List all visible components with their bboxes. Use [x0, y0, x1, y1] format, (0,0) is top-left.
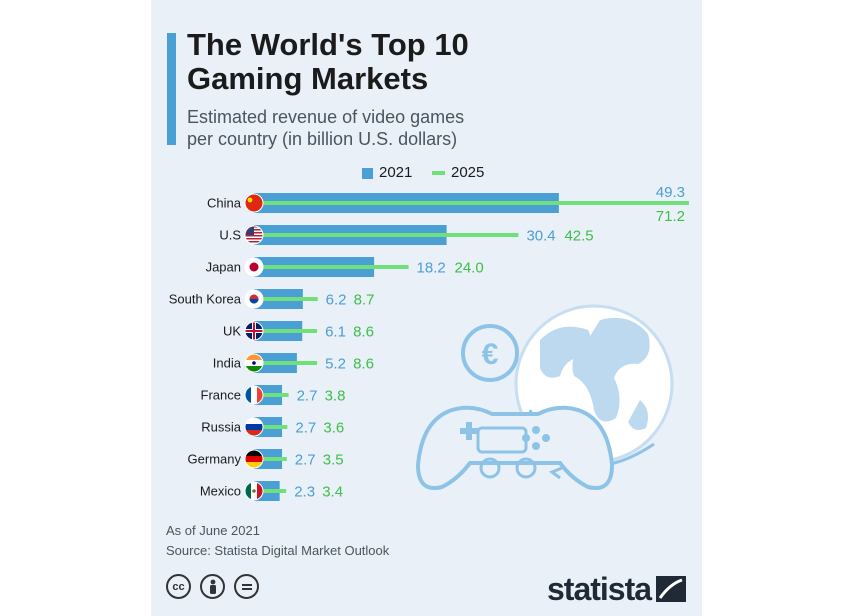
category-label: Mexico: [200, 484, 241, 499]
title-accent-bar: [167, 33, 176, 145]
value-label-2021: 2.7: [297, 388, 318, 405]
chart-title: The World's Top 10 Gaming Markets: [187, 27, 469, 96]
uk-flag-icon: [244, 321, 264, 341]
game-controller-icon: [415, 405, 615, 490]
china-flag-icon: [244, 193, 264, 213]
value-label-2021: 6.1: [325, 324, 346, 341]
value-label-2021: 18.2: [417, 260, 446, 277]
category-label: China: [207, 196, 242, 211]
euro-coin-icon: €: [461, 324, 519, 382]
category-label: South Korea: [169, 292, 242, 307]
legend-swatch-2021: [362, 167, 373, 179]
statista-logo[interactable]: statista: [547, 571, 652, 607]
value-label-2025: 71.2: [656, 208, 685, 225]
germany-flag-icon: [244, 449, 264, 469]
category-label: India: [213, 356, 242, 371]
category-label: Germany: [188, 452, 242, 467]
value-label-2025: 24.0: [455, 260, 484, 277]
footer-notes: As of June 2021 Source: Statista Digital…: [166, 521, 389, 561]
value-label-2025: 3.4: [322, 484, 343, 501]
category-label: Japan: [206, 260, 241, 275]
value-label-2025: 8.6: [353, 356, 374, 373]
line-2025: [254, 393, 289, 397]
line-2025: [254, 489, 287, 493]
france-flag-icon: [244, 385, 264, 405]
value-label-2021: 30.4: [526, 228, 555, 245]
value-label-2021: 2.3: [294, 484, 315, 501]
line-2025: [254, 201, 689, 205]
value-label-2021: 2.7: [295, 452, 316, 469]
chart-subtitle: Estimated revenue of video games per cou…: [187, 107, 465, 149]
legend-item-2021: 2021: [362, 164, 412, 181]
category-label: France: [201, 388, 241, 403]
mexico-flag-icon: [244, 481, 264, 501]
legend-label-2021: 2021: [379, 164, 413, 181]
cc-icon: cc: [166, 574, 191, 599]
south-korea-flag-icon: [244, 289, 264, 309]
gaming-illustration: €: [415, 304, 674, 490]
line-2025: [254, 297, 318, 301]
value-label-2021: 2.7: [295, 420, 316, 437]
category-label: UK: [223, 324, 241, 339]
category-label: Russia: [201, 420, 242, 435]
line-2025: [254, 425, 288, 429]
value-label-2025: 3.5: [323, 452, 344, 469]
source-note: Source: Statista Digital Market Outlook: [166, 543, 390, 558]
line-2025: [254, 233, 519, 237]
attribution-icon: [200, 574, 225, 599]
legend-label-2025: 2025: [451, 164, 485, 181]
value-label-2021: 49.3: [656, 184, 685, 201]
no-derivatives-icon: [234, 574, 259, 599]
legend-swatch-2025: [432, 171, 445, 176]
value-label-2021: 5.2: [325, 356, 346, 373]
category-label: U.S: [219, 228, 241, 243]
line-2025: [254, 457, 287, 461]
line-2025: [254, 329, 318, 333]
value-label-2025: 3.6: [323, 420, 344, 437]
us-flag-icon: [244, 225, 264, 245]
india-flag-icon: [244, 353, 264, 373]
value-label-2025: 8.6: [353, 324, 374, 341]
statista-logo-mark-icon: [656, 576, 686, 602]
japan-flag-icon: [244, 257, 264, 277]
value-label-2021: 6.2: [326, 292, 347, 309]
svg-text:€: €: [482, 338, 499, 371]
value-label-2025: 8.7: [354, 292, 375, 309]
value-label-2025: 3.8: [325, 388, 346, 405]
russia-flag-icon: [244, 417, 264, 437]
line-2025: [254, 361, 318, 365]
line-2025: [254, 265, 409, 269]
value-label-2025: 42.5: [564, 228, 593, 245]
date-note: As of June 2021: [166, 523, 260, 538]
legend-item-2025: 2025: [432, 164, 484, 181]
